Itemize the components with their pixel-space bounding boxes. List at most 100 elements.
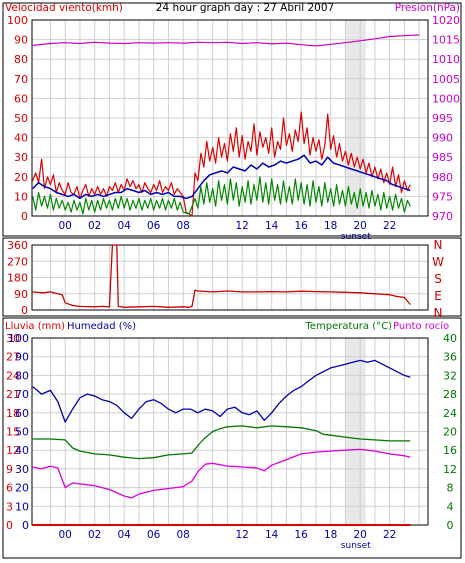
- rain-tick-24: 24: [6, 369, 20, 382]
- rain-tick-21: 21: [6, 388, 20, 401]
- humidity-axis-label: Humedad (%): [67, 321, 136, 332]
- wind-direction-gridlines: [31, 244, 429, 311]
- rain-tick-27: 27: [6, 351, 20, 364]
- temperature-tick-0: 0: [447, 519, 454, 532]
- dewpoint-axis-label: Punto rocío: [393, 320, 449, 332]
- hour-tick-top-22: 22: [383, 220, 396, 232]
- humidity-tick-40: 40: [15, 444, 29, 457]
- rain-tick-6: 6: [6, 482, 13, 495]
- compass-letter-W: W: [432, 255, 444, 269]
- temperature-tick-8: 8: [447, 482, 454, 495]
- sunset-label-bottom: sunset: [341, 541, 371, 551]
- chart-title: 24 hour graph day : 27 Abril 2007: [156, 2, 334, 14]
- direction-tick-270: 270: [7, 255, 28, 268]
- hour-tick-top-18: 18: [324, 220, 337, 232]
- wind-tick-30: 30: [14, 151, 28, 164]
- pressure-tick-1005: 1005: [432, 73, 460, 86]
- humidity-tick-50: 50: [15, 426, 29, 439]
- humidity-tick-60: 60: [15, 407, 29, 420]
- hour-tick-bottom-08: 08: [176, 529, 189, 541]
- hour-tick-bottom-22: 22: [383, 529, 396, 541]
- hour-tick-bottom-04: 04: [117, 529, 131, 541]
- direction-tick-360: 360: [7, 239, 28, 252]
- wind-direction-tick-labels: 0 90 180 270 360: [7, 239, 28, 317]
- pressure-axis-label: Presión(hPa): [395, 2, 460, 14]
- pressure-tick-970: 970: [432, 210, 453, 223]
- direction-tick-180: 180: [7, 272, 28, 285]
- pressure-tick-1020: 1020: [432, 14, 460, 27]
- hour-tick-top-14: 14: [265, 220, 279, 232]
- humidity-tick-70: 70: [15, 388, 29, 401]
- wind-tick-10: 10: [14, 190, 28, 203]
- hour-tick-bottom-16: 16: [294, 529, 308, 541]
- wind-tick-100: 100: [7, 14, 28, 27]
- series-dewpoint: [32, 448, 411, 499]
- humidity-temperature-panel-frame: [2, 317, 462, 559]
- humidity-tick-90: 90: [15, 351, 29, 364]
- humidity-tick-30: 30: [15, 463, 29, 476]
- hour-tick-top-06: 06: [147, 220, 161, 232]
- wind-tick-80: 80: [14, 53, 28, 66]
- compass-letter-E: E: [434, 289, 442, 303]
- hour-tick-top-16: 16: [294, 220, 308, 232]
- humidity-temperature-panel: Lluvia (mm) Humedad (%) Temperatura (°C)…: [2, 317, 462, 559]
- humidity-temperature-series: [32, 359, 411, 526]
- series-temperature: [32, 425, 411, 460]
- pressure-tick-1015: 1015: [432, 34, 460, 47]
- pressure-tick-1010: 1010: [432, 53, 460, 66]
- pressure-tick-975: 975: [432, 190, 453, 203]
- rain-tick-12: 12: [6, 444, 20, 457]
- wind-tick-40: 40: [14, 132, 28, 145]
- rain-tick-15: 15: [6, 426, 20, 439]
- compass-letter-N: N: [434, 238, 443, 252]
- wind-pressure-panel-frame: [2, 2, 462, 237]
- humidity-tick-80: 80: [15, 369, 29, 382]
- rain-tick-9: 9: [6, 463, 13, 476]
- hour-tick-top-04: 04: [117, 220, 131, 232]
- wind-direction-series: [32, 244, 411, 308]
- hour-tick-bottom-20: 20: [353, 529, 366, 541]
- rain-tick-30: 30: [6, 332, 20, 345]
- wind-speed-tick-labels: 0 10 20 30 40 50 60 70 80 90 100: [7, 14, 28, 223]
- pressure-tick-995: 995: [432, 112, 453, 125]
- humidity-temperature-gridlines: [31, 337, 429, 526]
- rain-tick-labels: 0 3 6 9 12 15 18 21 24 27 30: [6, 332, 20, 532]
- hour-tick-bottom-12: 12: [235, 529, 248, 541]
- hour-tick-labels-bottom: 00 02 04 06 08 12 14 16 18 20 22: [58, 529, 396, 541]
- temperature-tick-16: 16: [443, 444, 457, 457]
- temperature-tick-32: 32: [443, 369, 457, 382]
- temperature-tick-20: 20: [443, 426, 457, 439]
- series-pressure: [31, 34, 420, 47]
- pressure-tick-985: 985: [432, 151, 453, 164]
- hour-tick-top-12: 12: [235, 220, 248, 232]
- wind-tick-60: 60: [14, 92, 28, 105]
- rain-tick-18: 18: [6, 407, 20, 420]
- direction-tick-0: 0: [21, 304, 28, 317]
- wind-tick-0: 0: [21, 210, 28, 223]
- wind-pressure-series: [31, 34, 420, 217]
- temperature-tick-28: 28: [443, 388, 457, 401]
- temperature-tick-12: 12: [443, 463, 457, 476]
- wind-direction-panel-frame: [2, 237, 462, 317]
- wind-tick-50: 50: [14, 112, 28, 125]
- wind-tick-20: 20: [14, 171, 28, 184]
- wind-pressure-panel: Velocidad viento(kmh) 24 hour graph day …: [2, 2, 462, 242]
- hour-tick-bottom-14: 14: [265, 529, 279, 541]
- hour-tick-top-08: 08: [176, 220, 189, 232]
- hour-tick-bottom-00: 00: [58, 529, 71, 541]
- hour-tick-bottom-02: 02: [88, 529, 101, 541]
- direction-tick-90: 90: [14, 288, 28, 301]
- series-humidity: [32, 359, 411, 423]
- temperature-tick-40: 40: [443, 332, 457, 345]
- temperature-tick-4: 4: [447, 500, 454, 513]
- series-wind_speed: [32, 176, 411, 215]
- temperature-tick-24: 24: [443, 407, 457, 420]
- wind-tick-90: 90: [14, 34, 28, 47]
- humidity-tick-100: 100: [8, 332, 29, 345]
- pressure-tick-1000: 1000: [432, 92, 460, 105]
